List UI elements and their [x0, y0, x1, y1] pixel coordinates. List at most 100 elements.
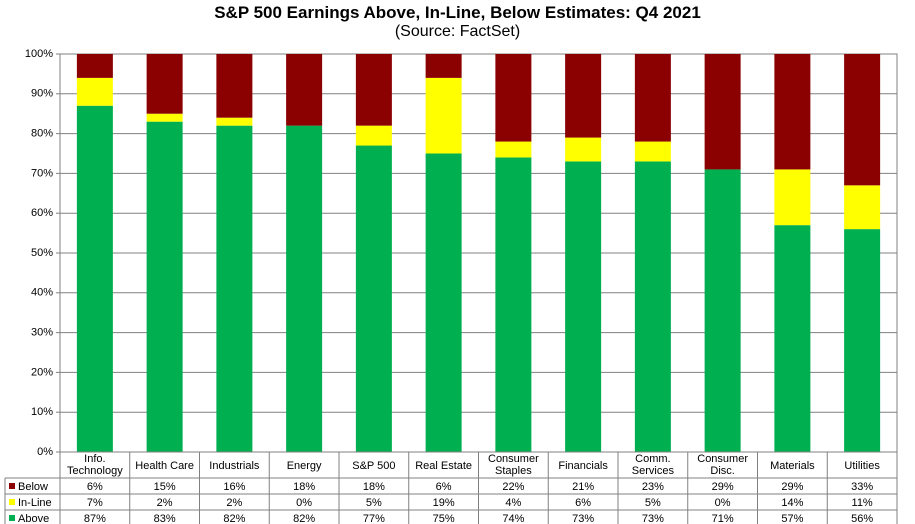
legend-label: In-Line [18, 497, 52, 509]
bar-above [216, 125, 253, 452]
data-label: 16% [223, 481, 245, 493]
data-label: 29% [712, 481, 734, 493]
bar-inline [634, 141, 671, 162]
bar-above [704, 169, 741, 453]
category-label: Materials [770, 460, 815, 472]
data-label: 57% [781, 513, 803, 524]
y-tick-label: 10% [31, 406, 53, 418]
data-label: 29% [781, 481, 803, 493]
data-label: 74% [502, 513, 524, 524]
legend-key-above [9, 515, 15, 521]
category-label: Staples [495, 465, 532, 477]
chart-subtitle: (Source: FactSet) [394, 23, 521, 40]
data-label: 6% [575, 497, 591, 509]
data-label: 15% [154, 481, 176, 493]
data-label: 5% [366, 497, 382, 509]
bar-below [286, 54, 323, 126]
bar-above [495, 157, 532, 453]
category-label: S&P 500 [352, 460, 395, 472]
bar-above [844, 229, 881, 452]
legend-key-inline [9, 499, 15, 505]
data-label: 75% [433, 513, 455, 524]
bar-above [425, 153, 462, 452]
data-label: 73% [572, 513, 594, 524]
y-tick-label: 90% [31, 88, 53, 100]
y-tick-label: 80% [31, 128, 53, 140]
y-tick-label: 20% [31, 366, 53, 378]
bar-above [634, 161, 671, 452]
data-label: 33% [851, 481, 873, 493]
chart-title: S&P 500 Earnings Above, In-Line, Below E… [214, 3, 701, 22]
data-label: 19% [433, 497, 455, 509]
bar-below [844, 54, 881, 186]
y-tick-label: 100% [25, 48, 53, 60]
bar-inline [774, 169, 811, 226]
bar-below [495, 54, 532, 142]
category-label: Financials [558, 460, 608, 472]
data-label: 4% [505, 497, 521, 509]
bar-below [355, 54, 392, 126]
bar-inline [844, 185, 881, 230]
data-label: 56% [851, 513, 873, 524]
data-label: 83% [154, 513, 176, 524]
bar-above [76, 105, 113, 453]
data-label: 77% [363, 513, 385, 524]
bar-below [634, 54, 671, 142]
bar-inline [355, 125, 392, 146]
data-label: 5% [645, 497, 661, 509]
data-label: 18% [363, 481, 385, 493]
legend-key-below [9, 483, 15, 489]
y-tick-label: 60% [31, 207, 53, 219]
bar-inline [216, 117, 253, 126]
bar-inline [425, 77, 462, 154]
category-label: Technology [67, 465, 123, 477]
data-label: 7% [87, 497, 103, 509]
bar-above [146, 121, 183, 452]
bar-inline [76, 77, 113, 106]
bar-below [425, 54, 462, 78]
bar-inline [565, 137, 602, 162]
y-tick-label: 40% [31, 287, 53, 299]
data-label: 71% [712, 513, 734, 524]
y-tick-label: 70% [31, 167, 53, 179]
category-label: Real Estate [415, 460, 472, 472]
category-label: Comm. [635, 453, 670, 465]
category-label: Health Care [135, 460, 194, 472]
category-label: Consumer [697, 453, 748, 465]
bar-below [565, 54, 602, 138]
legend-label: Below [18, 481, 48, 493]
data-label: 14% [781, 497, 803, 509]
y-tick-label: 50% [31, 247, 53, 259]
category-label: Services [632, 465, 675, 477]
bar-inline [146, 113, 183, 122]
data-label: 2% [157, 497, 173, 509]
data-label: 2% [226, 497, 242, 509]
bar-above [286, 125, 323, 452]
data-label: 82% [293, 513, 315, 524]
data-label: 0% [296, 497, 312, 509]
legend-label: Above [18, 513, 49, 524]
y-tick-label: 30% [31, 327, 53, 339]
category-label: Disc. [710, 465, 734, 477]
data-label: 73% [642, 513, 664, 524]
category-label: Info. [84, 453, 105, 465]
y-tick-label: 0% [37, 446, 53, 458]
data-label: 22% [502, 481, 524, 493]
data-label: 23% [642, 481, 664, 493]
category-label: Industrials [209, 460, 260, 472]
bar-below [704, 54, 741, 170]
bar-above [355, 145, 392, 453]
data-label: 82% [223, 513, 245, 524]
data-label: 18% [293, 481, 315, 493]
category-label: Utilities [844, 460, 880, 472]
bar-below [774, 54, 811, 170]
bar-below [146, 54, 183, 114]
bar-below [216, 54, 253, 118]
bar-inline [495, 141, 532, 158]
category-label: Consumer [488, 453, 539, 465]
bar-above [774, 225, 811, 452]
bar-below [76, 54, 113, 78]
data-label: 0% [715, 497, 731, 509]
